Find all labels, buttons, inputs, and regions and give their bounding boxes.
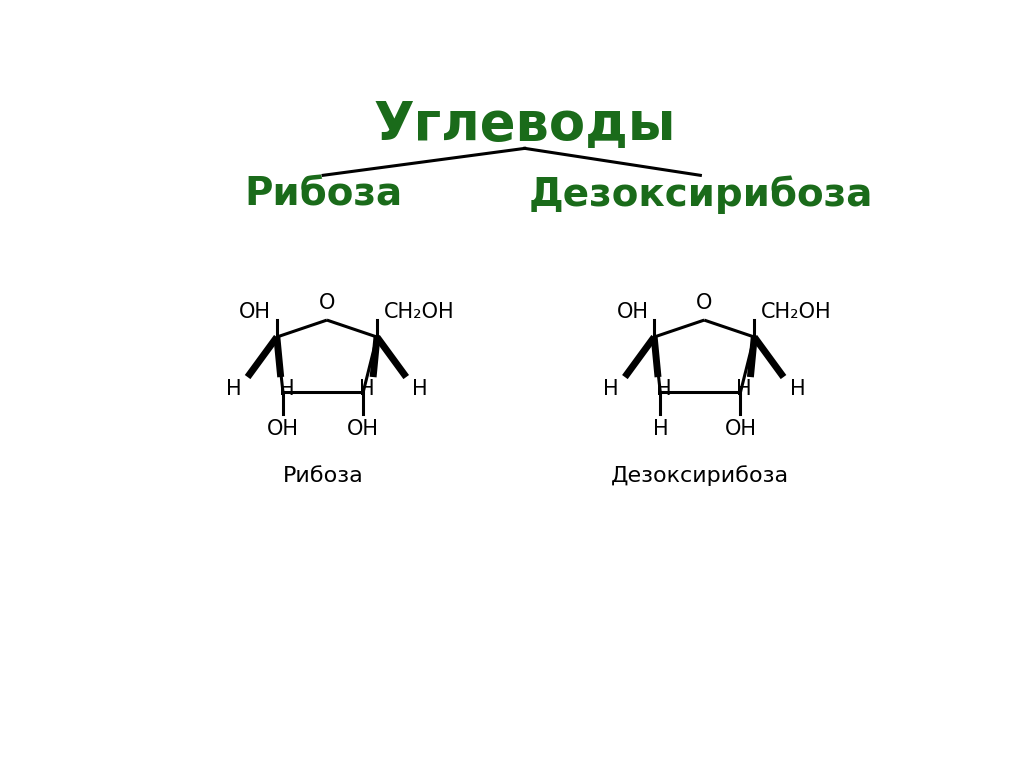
- Text: CH₂OH: CH₂OH: [761, 303, 831, 323]
- Text: Рибоза: Рибоза: [244, 176, 402, 214]
- Text: H: H: [652, 419, 668, 439]
- Text: OH: OH: [347, 419, 379, 439]
- Text: H: H: [736, 379, 752, 399]
- Text: H: H: [790, 379, 805, 399]
- Text: OH: OH: [267, 419, 299, 439]
- Text: H: H: [603, 379, 618, 399]
- Text: H: H: [359, 379, 375, 399]
- Text: Углеводы: Углеводы: [374, 99, 676, 151]
- Text: Рибоза: Рибоза: [283, 465, 364, 485]
- Text: OH: OH: [240, 303, 271, 323]
- Text: H: H: [226, 379, 242, 399]
- Text: OH: OH: [616, 303, 648, 323]
- Text: CH₂OH: CH₂OH: [384, 303, 455, 323]
- Text: O: O: [696, 293, 713, 313]
- Text: OH: OH: [724, 419, 757, 439]
- Text: Дезоксирибоза: Дезоксирибоза: [528, 175, 872, 214]
- Text: O: O: [318, 293, 335, 313]
- Text: H: H: [413, 379, 428, 399]
- Text: H: H: [280, 379, 295, 399]
- Text: H: H: [656, 379, 672, 399]
- Text: Дезоксирибоза: Дезоксирибоза: [611, 465, 790, 486]
